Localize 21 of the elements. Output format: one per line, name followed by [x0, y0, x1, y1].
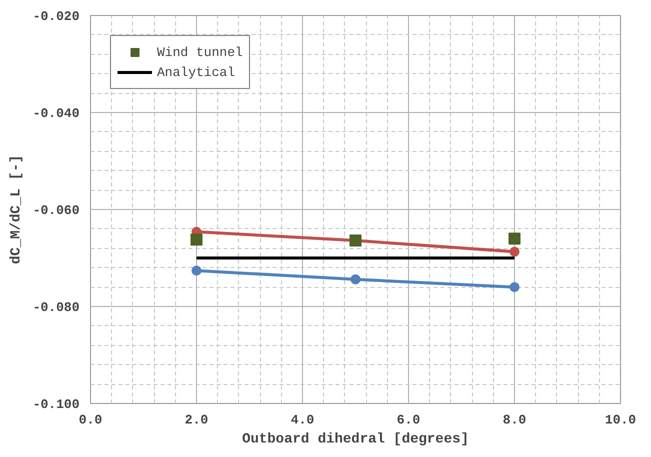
x-axis-title: Outboard dihedral [degrees] [242, 432, 469, 448]
legend-label: Analytical [157, 64, 236, 80]
y-tick-label: -0.020 [32, 9, 80, 24]
x-tick-label: 6.0 [396, 412, 420, 428]
x-tick-label: 4.0 [290, 412, 314, 428]
x-tick-label: 8.0 [502, 412, 526, 428]
point [350, 274, 360, 284]
x-tick-label: 10.0 [604, 412, 636, 428]
y-tick-label: -0.060 [32, 203, 80, 218]
x-tick-label: 0.0 [78, 412, 102, 428]
point [510, 282, 520, 292]
y-tick-label: -0.080 [32, 300, 80, 315]
y-tick-label: -0.040 [32, 106, 80, 121]
point [190, 234, 202, 246]
x-tick-label: 2.0 [184, 412, 208, 428]
point [192, 266, 202, 276]
y-tick-label: -0.100 [32, 397, 80, 412]
point [510, 246, 520, 257]
legend-label: Wind tunnel [157, 44, 243, 60]
y-axis-title: dC_M/dC_L [-] [8, 154, 25, 264]
point [508, 232, 520, 245]
